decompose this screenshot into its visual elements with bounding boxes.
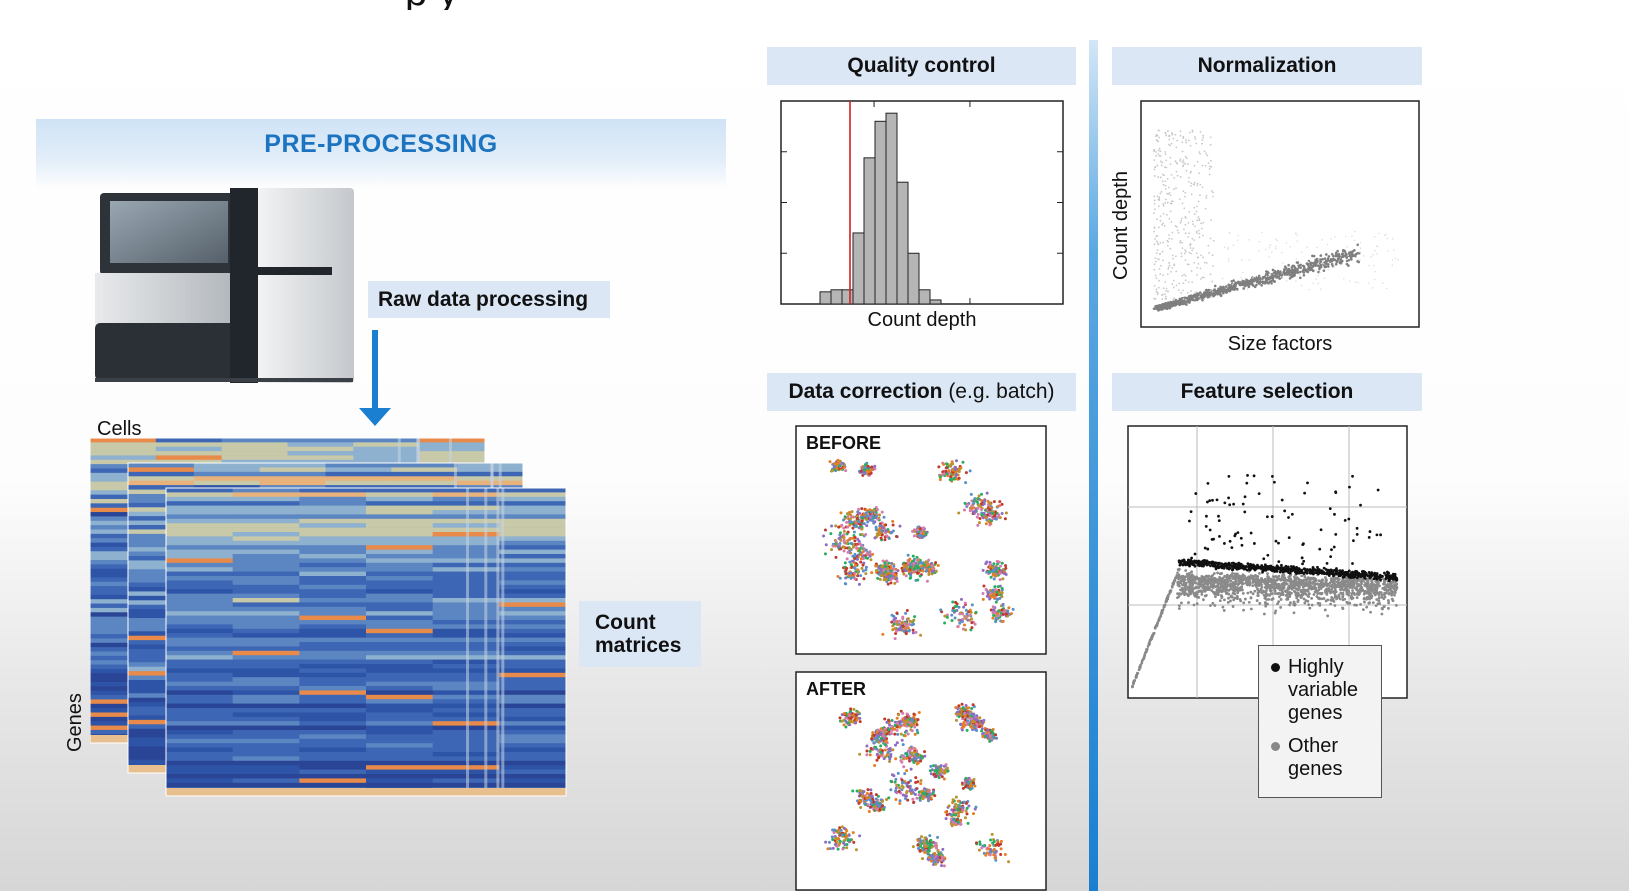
count-matrices-line-1: Count xyxy=(595,611,656,634)
count-matrix-layer-2 xyxy=(165,487,567,797)
tsne-after-points xyxy=(824,702,1011,868)
legend-other-line-2: genes xyxy=(1288,758,1343,780)
processing-arrow xyxy=(359,330,391,426)
qc-bar-4 xyxy=(863,157,876,305)
fs-points xyxy=(1130,473,1399,689)
qc-bar-6 xyxy=(885,112,898,305)
qc-xlabel: Count depth xyxy=(867,309,977,331)
tsne-before-frame xyxy=(795,425,1047,655)
quality-control-header: Quality control xyxy=(767,47,1076,85)
preprocessing-banner xyxy=(36,119,726,189)
tsne-before-points xyxy=(822,458,1015,641)
normalization-scatter xyxy=(1140,100,1420,328)
tsne-after-plot xyxy=(795,671,1047,891)
qc-bar-10 xyxy=(929,299,942,305)
normalization-points xyxy=(1152,129,1399,312)
quality-control-histogram xyxy=(780,100,1064,305)
qc-bar-9 xyxy=(918,289,931,305)
qc-frame xyxy=(780,100,1064,305)
qc-bar-7 xyxy=(896,181,909,305)
feature-selection-header: Feature selection xyxy=(1112,373,1422,411)
raw-data-processing-label: Raw data processing xyxy=(368,281,610,318)
legend-hv-line-2: variable xyxy=(1288,679,1359,701)
count-matrices-label: Count matrices xyxy=(579,601,701,667)
after-label: AFTER xyxy=(806,679,866,699)
gray-dot-icon xyxy=(1271,742,1280,751)
genes-label: Genes xyxy=(64,693,86,752)
qc-bar-3 xyxy=(852,232,865,305)
legend-hv-line-1: Highly xyxy=(1288,656,1344,678)
qc-bar-5 xyxy=(874,120,887,305)
count-matrices-line-2: matrices xyxy=(595,634,682,657)
qc-bar-8 xyxy=(907,252,920,305)
preprocessing-title: PRE-PROCESSING xyxy=(264,130,498,158)
count-matrices-heatmaps xyxy=(90,438,567,797)
qc-bar-2 xyxy=(841,289,854,305)
legend-other-line-1: Other xyxy=(1288,735,1339,757)
cells-label: Cells xyxy=(97,418,142,440)
sequencer-illustration xyxy=(95,188,354,383)
data-correction-subtitle: (e.g. batch) xyxy=(942,380,1055,403)
normalization-ylabel: Count depth xyxy=(1110,171,1132,280)
data-correction-header: Data correction (e.g. batch) xyxy=(767,373,1076,411)
tsne-before-plot xyxy=(795,425,1047,655)
black-dot-icon xyxy=(1271,663,1280,672)
legend-highly-variable: Highly variable genes xyxy=(1271,656,1381,725)
normalization-frame xyxy=(1140,100,1420,328)
qc-bar-0 xyxy=(819,291,832,305)
before-label: BEFORE xyxy=(806,433,882,453)
data-correction-title: Data correction xyxy=(788,380,943,403)
section-divider xyxy=(1089,40,1098,891)
qc-bar-1 xyxy=(830,289,843,305)
normalization-header: Normalization xyxy=(1112,47,1422,85)
cropped-title: p y xyxy=(0,0,1629,10)
normalization-xlabel: Size factors xyxy=(1227,333,1333,355)
legend-other: Other genes xyxy=(1271,735,1381,781)
feature-selection-legend: Highly variable genes Other genes xyxy=(1258,645,1382,798)
legend-hv-line-3: genes xyxy=(1288,702,1343,724)
